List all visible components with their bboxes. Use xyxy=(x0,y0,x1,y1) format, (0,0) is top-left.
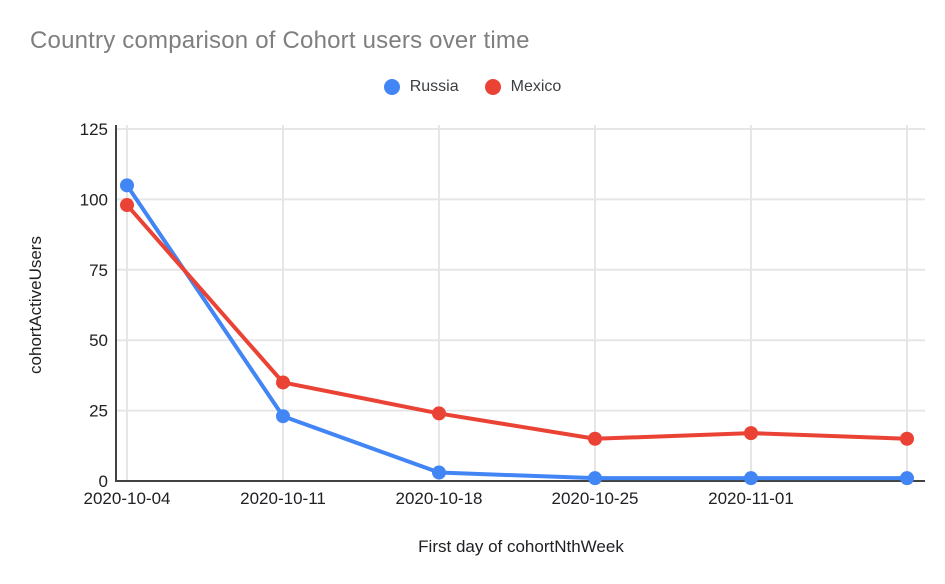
x-tick-label: 2020-10-25 xyxy=(552,489,639,508)
legend: Russia Mexico xyxy=(0,77,945,97)
legend-item-russia: Russia xyxy=(383,78,459,96)
y-tick-label: 125 xyxy=(80,120,108,139)
x-tick-label: 2020-10-11 xyxy=(240,489,326,508)
y-tick-label: 50 xyxy=(89,331,108,350)
data-point-russia-2 xyxy=(432,465,446,480)
series-line-mexico xyxy=(125,203,909,441)
data-point-russia-1 xyxy=(276,409,290,424)
y-axis-title: cohortActiveUsers xyxy=(26,236,45,374)
legend-dot-mexico xyxy=(484,79,501,95)
y-tick-label: 0 xyxy=(99,472,108,491)
legend-label: Russia xyxy=(409,78,459,95)
data-point-russia-4 xyxy=(744,471,758,486)
data-point-mexico-5 xyxy=(900,431,914,446)
data-point-russia-0 xyxy=(120,178,134,193)
data-point-mexico-4 xyxy=(744,426,758,441)
data-point-mexico-2 xyxy=(432,406,446,421)
y-tick-label: 75 xyxy=(89,261,108,280)
data-point-russia-5 xyxy=(900,471,914,486)
data-point-mexico-1 xyxy=(276,375,290,390)
data-point-mexico-3 xyxy=(588,431,602,446)
chart-title: Country comparison of Cohort users over … xyxy=(30,27,530,54)
series-line-russia xyxy=(125,183,909,481)
y-tick-label: 100 xyxy=(80,190,108,209)
x-axis-title: First day of cohortNthWeek xyxy=(418,537,624,556)
y-tick-label: 25 xyxy=(89,402,108,421)
data-point-russia-3 xyxy=(588,471,602,486)
legend-item-mexico: Mexico xyxy=(484,78,562,96)
legend-dot-russia xyxy=(383,79,400,95)
x-tick-label: 2020-10-18 xyxy=(396,489,483,508)
x-tick-label: 2020-11-01 xyxy=(708,489,794,508)
data-point-mexico-0 xyxy=(120,198,134,213)
legend-label: Mexico xyxy=(510,78,562,95)
x-tick-label: 2020-10-04 xyxy=(84,489,171,508)
